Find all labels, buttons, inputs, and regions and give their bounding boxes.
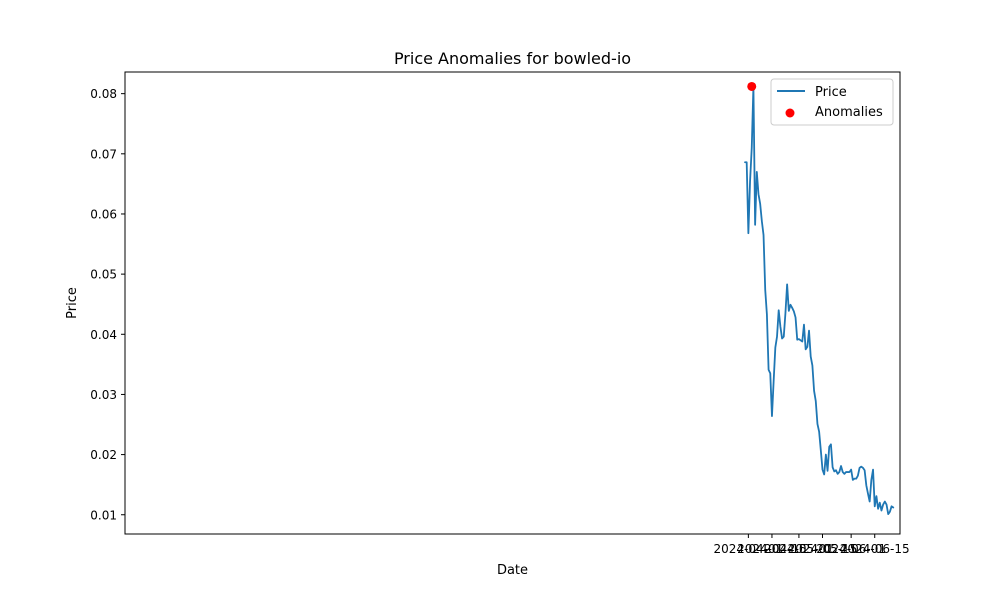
y-axis-label: Price: [65, 287, 80, 319]
y-tick-label: 0.01: [90, 508, 117, 522]
x-axis-label: Date: [497, 563, 528, 578]
x-tick-label: 2024-06-01: [816, 542, 886, 556]
x-tick-label: 2024-04-15: [737, 542, 807, 556]
anomaly-point: [747, 81, 757, 91]
x-tick-label: 2024-05-15: [788, 542, 858, 556]
y-tick-label: 0.07: [90, 147, 117, 161]
x-tick-label: 2024-04-01: [713, 542, 783, 556]
x-tick-label: 2024-06-15: [840, 542, 910, 556]
y-axis-ticks: 0.01 0.02 0.03 0.04 0.05 0.06 0.07 0.08: [90, 87, 125, 522]
legend-label-anomalies: Anomalies: [815, 105, 883, 120]
y-tick-label: 0.08: [90, 87, 117, 101]
x-axis-ticks: 2024-04-012024-04-152024-05-012024-05-15…: [713, 534, 910, 556]
y-tick-label: 0.04: [90, 328, 117, 342]
y-tick-label: 0.02: [90, 448, 117, 462]
y-tick-label: 0.05: [90, 268, 117, 282]
legend-label-price: Price: [815, 85, 847, 100]
chart-title: Price Anomalies for bowled-io: [394, 49, 631, 68]
price-series-line: [744, 85, 895, 516]
y-tick-label: 0.06: [90, 207, 117, 221]
x-tick-label: 2024-05-01: [764, 542, 834, 556]
plot-area-frame: [124, 71, 901, 535]
legend-anomaly-marker-swatch: [785, 108, 795, 118]
y-tick-label: 0.03: [90, 388, 117, 402]
series-layer: [744, 81, 895, 516]
legend: Price Anomalies: [770, 78, 894, 126]
